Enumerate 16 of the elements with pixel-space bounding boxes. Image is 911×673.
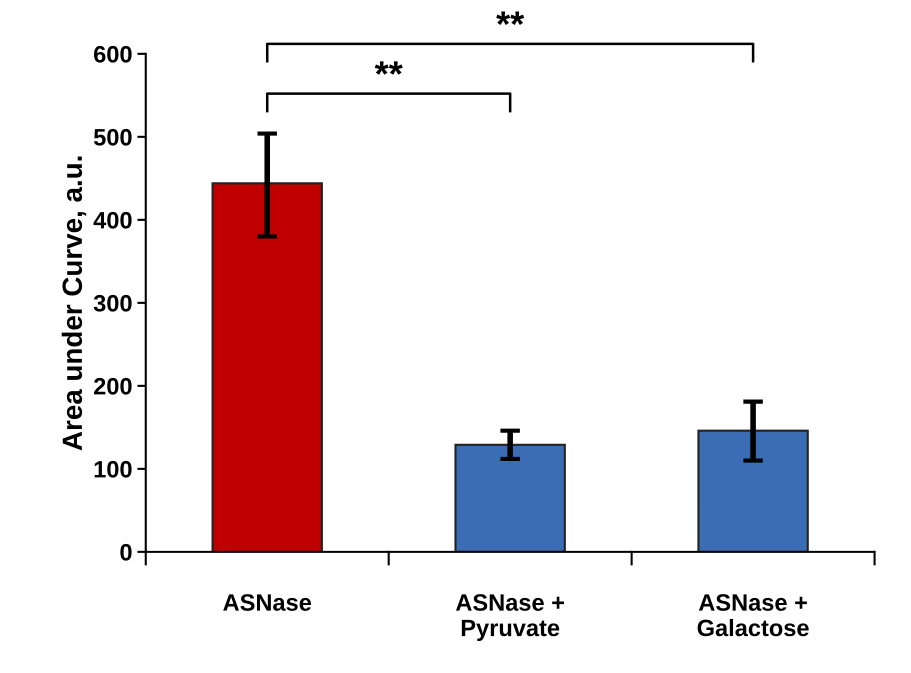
y-tick-label: 100: [94, 460, 132, 478]
y-tick-label: 600: [94, 46, 132, 63]
x-tick-label: ASNase + Pyruvate: [456, 594, 564, 641]
y-tick-label: 0: [120, 544, 132, 561]
bar: [212, 182, 323, 552]
annotation: **: [374, 61, 403, 75]
y-axis-title: Area under Curve, a.u.: [62, 156, 86, 450]
x-tick-label: ASNase + Galactose: [698, 594, 809, 636]
bar: [454, 444, 566, 552]
x-tick-label: ASNase: [223, 594, 312, 611]
y-tick-label: 200: [94, 378, 132, 395]
y-tick-label: 300: [94, 294, 132, 312]
y-tick-label: 500: [94, 128, 132, 146]
text: **: [496, 12, 524, 25]
bar: [697, 430, 809, 552]
y-tick-label: 400: [94, 212, 132, 229]
